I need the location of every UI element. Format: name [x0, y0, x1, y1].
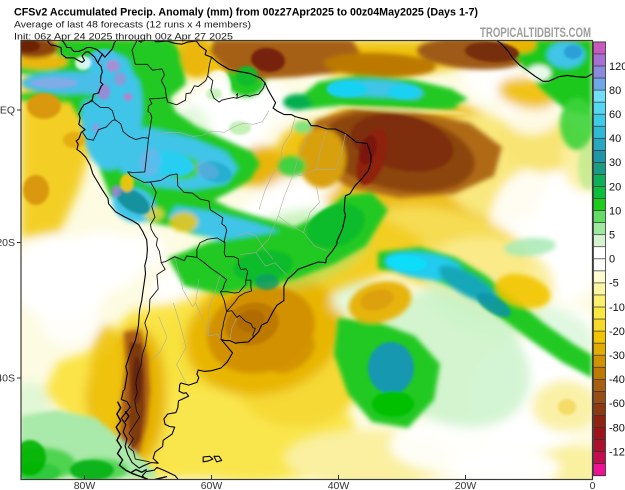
svg-text:TROPICALTIDBITS.COM: TROPICALTIDBITS.COM: [480, 25, 591, 40]
svg-text:20: 20: [609, 181, 621, 193]
svg-text:40S: 40S: [0, 373, 15, 385]
svg-text:40W: 40W: [328, 480, 350, 490]
svg-text:-120: -120: [609, 446, 625, 458]
svg-text:0: 0: [590, 480, 596, 490]
svg-text:-80: -80: [609, 422, 625, 434]
svg-text:-5: -5: [609, 278, 619, 290]
svg-text:120: 120: [609, 61, 625, 73]
svg-text:Average of last 48 forecasts (: Average of last 48 forecasts (12 runs x …: [14, 20, 251, 31]
svg-text:10: 10: [609, 205, 621, 217]
svg-text:Init: 06z Apr 24 2025 through: Init: 06z Apr 24 2025 through 00z Apr 27…: [14, 32, 233, 43]
svg-text:30: 30: [609, 157, 621, 169]
svg-text:-60: -60: [609, 398, 625, 410]
svg-text:60: 60: [609, 109, 621, 121]
svg-text:0: 0: [609, 254, 615, 266]
svg-text:EQ: EQ: [0, 105, 15, 117]
svg-text:80: 80: [609, 85, 621, 97]
svg-text:-20: -20: [609, 326, 625, 338]
svg-text:40: 40: [609, 133, 621, 145]
svg-text:-10: -10: [609, 302, 625, 314]
svg-text:20W: 20W: [455, 480, 477, 490]
svg-text:-40: -40: [609, 374, 625, 386]
svg-text:80W: 80W: [74, 480, 96, 490]
svg-text:-30: -30: [609, 350, 625, 362]
svg-text:60W: 60W: [201, 480, 223, 490]
svg-text:CFSv2 Accumulated Precip. Anom: CFSv2 Accumulated Precip. Anomaly (mm) f…: [14, 7, 478, 19]
svg-text:5: 5: [609, 230, 615, 242]
svg-text:20S: 20S: [0, 237, 15, 249]
